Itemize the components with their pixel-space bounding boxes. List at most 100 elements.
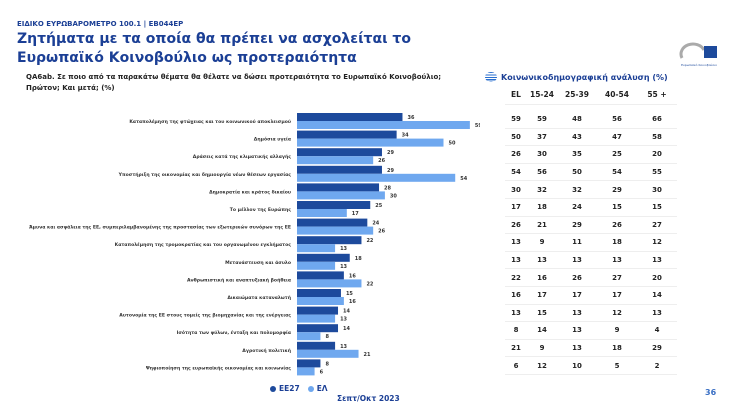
table-header: EL 15-24 25-39 40-54 55 + xyxy=(505,85,677,105)
table-cell: 30 xyxy=(652,185,662,194)
bar-el xyxy=(297,244,336,253)
logo-text: Ευρωπαϊκό Κοινοβούλιο xyxy=(681,63,717,67)
table-cell: 35 xyxy=(572,150,582,159)
bar-ee27 xyxy=(297,289,341,297)
data-label: 14 xyxy=(343,326,350,332)
table-cell: 4 xyxy=(654,326,660,335)
data-label: 34 xyxy=(402,133,409,139)
bar-ee27 xyxy=(297,148,382,157)
legend-ee27: ΕΕ27 xyxy=(270,384,300,393)
bar-el xyxy=(297,261,336,270)
data-label: 59 xyxy=(475,123,480,129)
table-cell: 12 xyxy=(537,361,547,370)
table-cell: 18 xyxy=(612,238,622,247)
bar-el xyxy=(297,209,347,217)
data-label: 6 xyxy=(320,369,324,375)
data-label: 14 xyxy=(343,309,350,315)
table-cell: 50 xyxy=(511,132,521,141)
table-cell: 26 xyxy=(511,220,521,229)
table-cell: 27 xyxy=(652,220,662,229)
data-label: 13 xyxy=(340,246,347,252)
bar-el xyxy=(297,367,315,376)
data-label: 18 xyxy=(355,256,362,262)
page-number: 36 xyxy=(705,388,717,397)
table-cell: 50 xyxy=(572,168,582,177)
legend: ΕΕ27 ΕΛ xyxy=(270,384,328,393)
bar-ee27 xyxy=(297,183,380,192)
data-label: 22 xyxy=(366,281,373,287)
data-label: 22 xyxy=(366,238,373,244)
bar-el xyxy=(297,173,456,182)
table-cell: 13 xyxy=(572,326,582,335)
data-label: 16 xyxy=(349,299,356,305)
column-header: EL xyxy=(511,90,521,99)
bar-ee27 xyxy=(297,271,344,280)
table-row: 22 16 26 27 20 xyxy=(505,269,677,287)
table-cell: 58 xyxy=(652,132,662,141)
table-title: Κοινωνικοδημογραφική ανάλυση (%) xyxy=(485,72,668,82)
table-cell: 17 xyxy=(572,291,582,300)
table-cell: 13 xyxy=(511,238,521,247)
table-cell: 13 xyxy=(537,256,547,265)
table-row: 54 56 50 54 55 xyxy=(505,164,677,182)
table-row: 13 9 11 18 12 xyxy=(505,234,677,252)
table-cell: 26 xyxy=(511,150,521,159)
table-cell: 43 xyxy=(572,132,582,141)
data-label: 36 xyxy=(407,115,414,121)
table-row: 13 13 13 13 13 xyxy=(505,252,677,270)
table-cell: 17 xyxy=(537,291,547,300)
table-cell: 14 xyxy=(652,291,662,300)
bar-ee27 xyxy=(297,218,368,227)
data-label: 28 xyxy=(384,185,391,191)
table-cell: 54 xyxy=(511,168,521,177)
category-label: Καταπολέμηση της τρομοκρατίας και του ορ… xyxy=(115,241,292,248)
table-cell: 26 xyxy=(612,220,622,229)
supertitle: ΕΙΔΙΚΟ ΕΥΡΩΒΑΡΟΜΕΤΡΟ 100.1 | EB044EP xyxy=(17,20,184,28)
table-row: 21 9 13 18 29 xyxy=(505,340,677,358)
table-cell: 13 xyxy=(612,256,622,265)
table-cell: 16 xyxy=(537,273,547,282)
table-cell: 9 xyxy=(539,238,545,247)
bar-ee27 xyxy=(297,306,339,315)
bar-el xyxy=(297,332,321,341)
table-cell: 37 xyxy=(537,132,547,141)
bar-ee27 xyxy=(297,324,339,333)
table-cell: 32 xyxy=(572,185,582,194)
category-label: Ισότητα των φύλων, ένταξη και πολυμορφία xyxy=(177,329,291,336)
data-label: 26 xyxy=(378,229,385,235)
bar-ee27 xyxy=(297,341,336,350)
category-label: Δημοκρατία και κράτος δικαίου xyxy=(209,188,291,195)
data-label: 24 xyxy=(372,221,379,227)
column-header: 40-54 xyxy=(605,90,629,99)
bar-el xyxy=(297,191,385,200)
data-label: 50 xyxy=(449,141,456,147)
legend-el: ΕΛ xyxy=(307,384,328,393)
table-cell: 15 xyxy=(612,203,622,212)
category-label: Αυτονομία της ΕΕ στους τομείς της βιομηχ… xyxy=(119,312,291,319)
bar-el xyxy=(297,156,374,165)
table-cell: 10 xyxy=(572,361,582,370)
table-cell: 32 xyxy=(537,185,547,194)
table-cell: 12 xyxy=(652,238,662,247)
table-cell: 29 xyxy=(572,220,582,229)
table-cell: 13 xyxy=(511,308,521,317)
table-row: 59 59 48 56 66 xyxy=(505,111,677,129)
table-cell: 21 xyxy=(537,220,547,229)
bar-el xyxy=(297,279,362,288)
table-cell: 13 xyxy=(572,308,582,317)
bar-el xyxy=(297,121,470,129)
table-row: 16 17 17 17 14 xyxy=(505,287,677,305)
table-cell: 16 xyxy=(511,291,521,300)
data-label: 8 xyxy=(325,361,329,367)
column-header: 55 + xyxy=(647,90,667,99)
table-cell: 66 xyxy=(652,115,662,124)
table-cell: 55 xyxy=(652,168,662,177)
table-cell: 29 xyxy=(612,185,622,194)
category-label: Ψηφιοποίηση της ευρωπαϊκής οικονομίας κα… xyxy=(146,364,291,371)
data-label: 30 xyxy=(390,193,397,199)
data-label: 8 xyxy=(325,334,329,340)
bar-el xyxy=(297,138,444,147)
table-cell: 26 xyxy=(572,273,582,282)
table-cell: 24 xyxy=(572,203,582,212)
data-label: 13 xyxy=(340,344,347,350)
